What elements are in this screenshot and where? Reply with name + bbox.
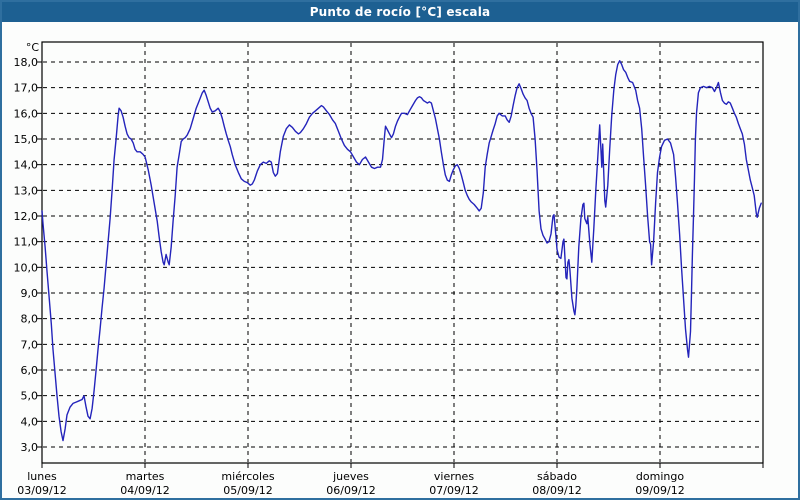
x-date-label: 07/09/12 — [429, 484, 478, 497]
title-bar: Punto de rocío [°C] escala — [2, 2, 798, 22]
window-title: Punto de rocío [°C] escala — [309, 5, 491, 19]
y-tick-label: 14,0 — [14, 159, 39, 172]
y-tick-label: 17,0 — [14, 82, 39, 95]
y-tick-label: 3,0 — [21, 441, 39, 454]
y-tick-label: 9,0 — [21, 287, 39, 300]
y-tick-label: 11,0 — [14, 236, 39, 249]
y-tick-label: 16,0 — [14, 107, 39, 120]
x-day-label: lunes — [27, 470, 57, 483]
x-day-label: miércoles — [221, 470, 274, 483]
plot-border — [41, 41, 764, 464]
y-tick-label: 6,0 — [21, 364, 39, 377]
y-tick-label: 12,0 — [14, 210, 39, 223]
x-date-label: 03/09/12 — [17, 484, 66, 497]
y-tick-label: 7,0 — [21, 338, 39, 351]
y-axis-unit-label: °C — [26, 41, 40, 54]
x-date-label: 05/09/12 — [223, 484, 272, 497]
x-date-label: 04/09/12 — [120, 484, 169, 497]
x-day-label: viernes — [434, 470, 474, 483]
dewpoint-series-line — [41, 60, 762, 442]
x-day-label: sábado — [537, 470, 577, 483]
x-date-label: 08/09/12 — [532, 484, 581, 497]
y-tick-label: 13,0 — [14, 184, 39, 197]
y-tick-label: 18,0 — [14, 56, 39, 69]
x-day-label: domingo — [636, 470, 684, 483]
y-tick-label: 5,0 — [21, 390, 39, 403]
x-date-label: 09/09/12 — [635, 484, 684, 497]
y-tick-label: 15,0 — [14, 133, 39, 146]
x-day-label: jueves — [332, 470, 369, 483]
y-tick-label: 10,0 — [14, 261, 39, 274]
y-tick-label: 8,0 — [21, 313, 39, 326]
x-day-label: martes — [126, 470, 165, 483]
y-tick-label: 4,0 — [21, 415, 39, 428]
x-date-label: 06/09/12 — [326, 484, 375, 497]
